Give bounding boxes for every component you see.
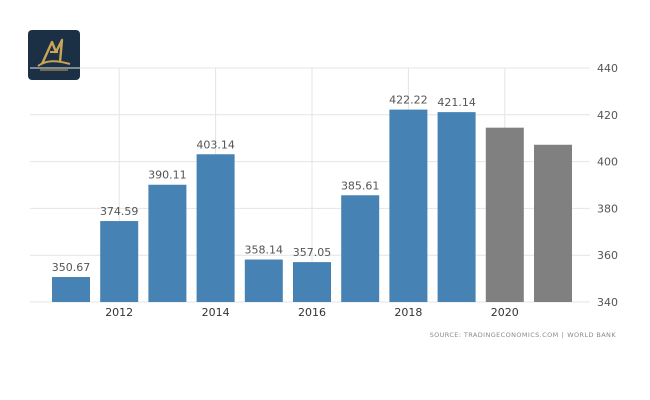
x-tick-label: 2018 (394, 306, 422, 319)
y-axis-ticks: 340 360 380 400 420 440 (597, 62, 618, 309)
x-tick-label: 2020 (491, 306, 519, 319)
bar-2011 (52, 277, 90, 302)
bar-2015 (244, 259, 283, 302)
x-tick-label: 2016 (298, 306, 326, 319)
data-label: 390.11 (148, 169, 187, 182)
x-axis-ticks: 2012 2014 2016 2018 2020 (105, 306, 519, 319)
y-tick-label: 360 (597, 249, 618, 262)
bar-2013 (148, 184, 187, 302)
data-label: 422.22 (389, 94, 428, 107)
source-separator: | (561, 331, 565, 339)
y-tick-label: 420 (597, 109, 618, 122)
bar-2017 (341, 195, 380, 302)
data-label: 403.14 (196, 138, 235, 151)
bar-2021 (534, 144, 572, 302)
bar-2012 (100, 221, 139, 302)
bar-2019 (437, 112, 476, 302)
bars (52, 109, 572, 303)
y-tick-label: 340 (597, 296, 618, 309)
value-labels: 350.67 374.59 390.11 403.14 358.14 357.05 385.… (52, 94, 476, 274)
brand-logo-icon (37, 38, 71, 71)
source-line: SOURCE: TRADINGECONOMICS.COM | WORLD BANK (0, 331, 616, 339)
bar-2014 (196, 154, 235, 302)
data-label: 358.14 (245, 244, 284, 257)
y-tick-label: 380 (597, 202, 618, 215)
source-provider: WORLD BANK (567, 331, 616, 339)
y-tick-label: 400 (597, 156, 618, 169)
data-label: 350.67 (52, 261, 91, 274)
y-tick-label: 440 (597, 62, 618, 75)
data-label: 374.59 (100, 205, 139, 218)
bar-2020 (485, 127, 524, 302)
data-label: 421.14 (437, 96, 476, 109)
data-label: 385.61 (341, 179, 380, 192)
x-tick-label: 2012 (105, 306, 133, 319)
bar-2016 (293, 262, 331, 302)
x-tick-label: 2014 (202, 306, 230, 319)
bar-2018 (389, 109, 428, 303)
data-label: 357.05 (293, 246, 332, 259)
brand-logo (28, 30, 80, 80)
source-label: SOURCE: TRADINGECONOMICS.COM (429, 331, 559, 339)
